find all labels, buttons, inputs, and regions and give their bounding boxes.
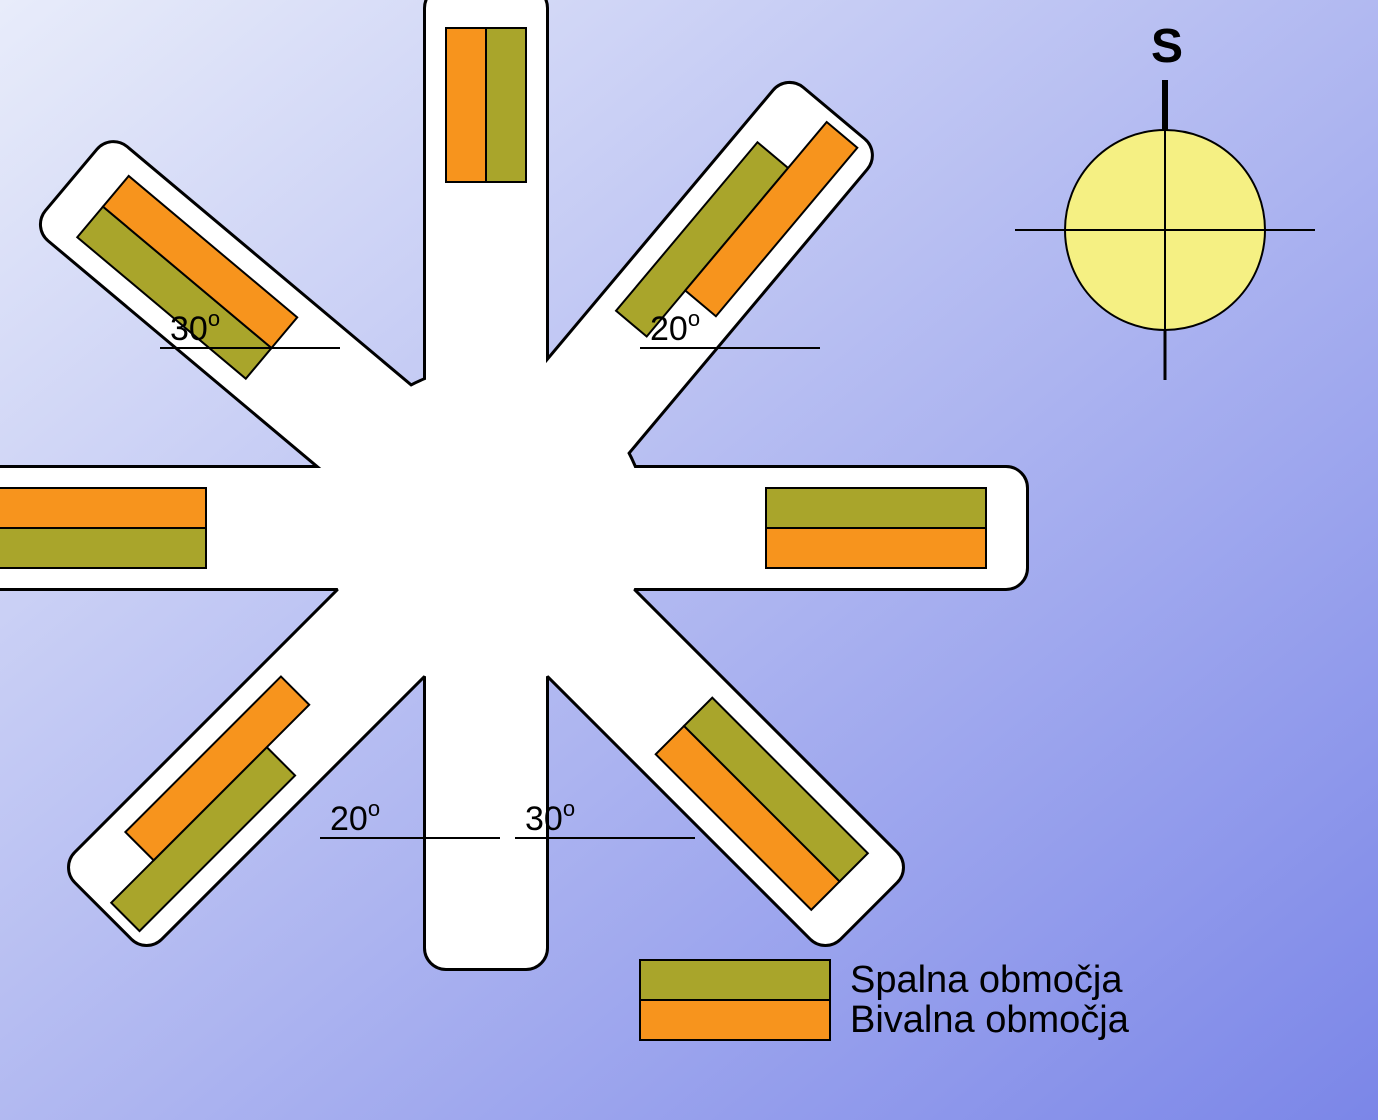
legend-swatch-bivalna — [640, 1000, 830, 1040]
legend-swatch-spalna — [640, 960, 830, 1000]
arm-90-blocks — [446, 28, 526, 182]
legend-label-spalna: Spalna območja — [850, 959, 1123, 1001]
arm-0-blocks — [766, 488, 986, 568]
compass-label: S — [1151, 20, 1183, 73]
legend-label-bivalna: Bivalna območja — [850, 999, 1130, 1041]
legend: Spalna območjaBivalna območja — [640, 959, 1130, 1041]
arm-180-blocks — [0, 488, 206, 568]
